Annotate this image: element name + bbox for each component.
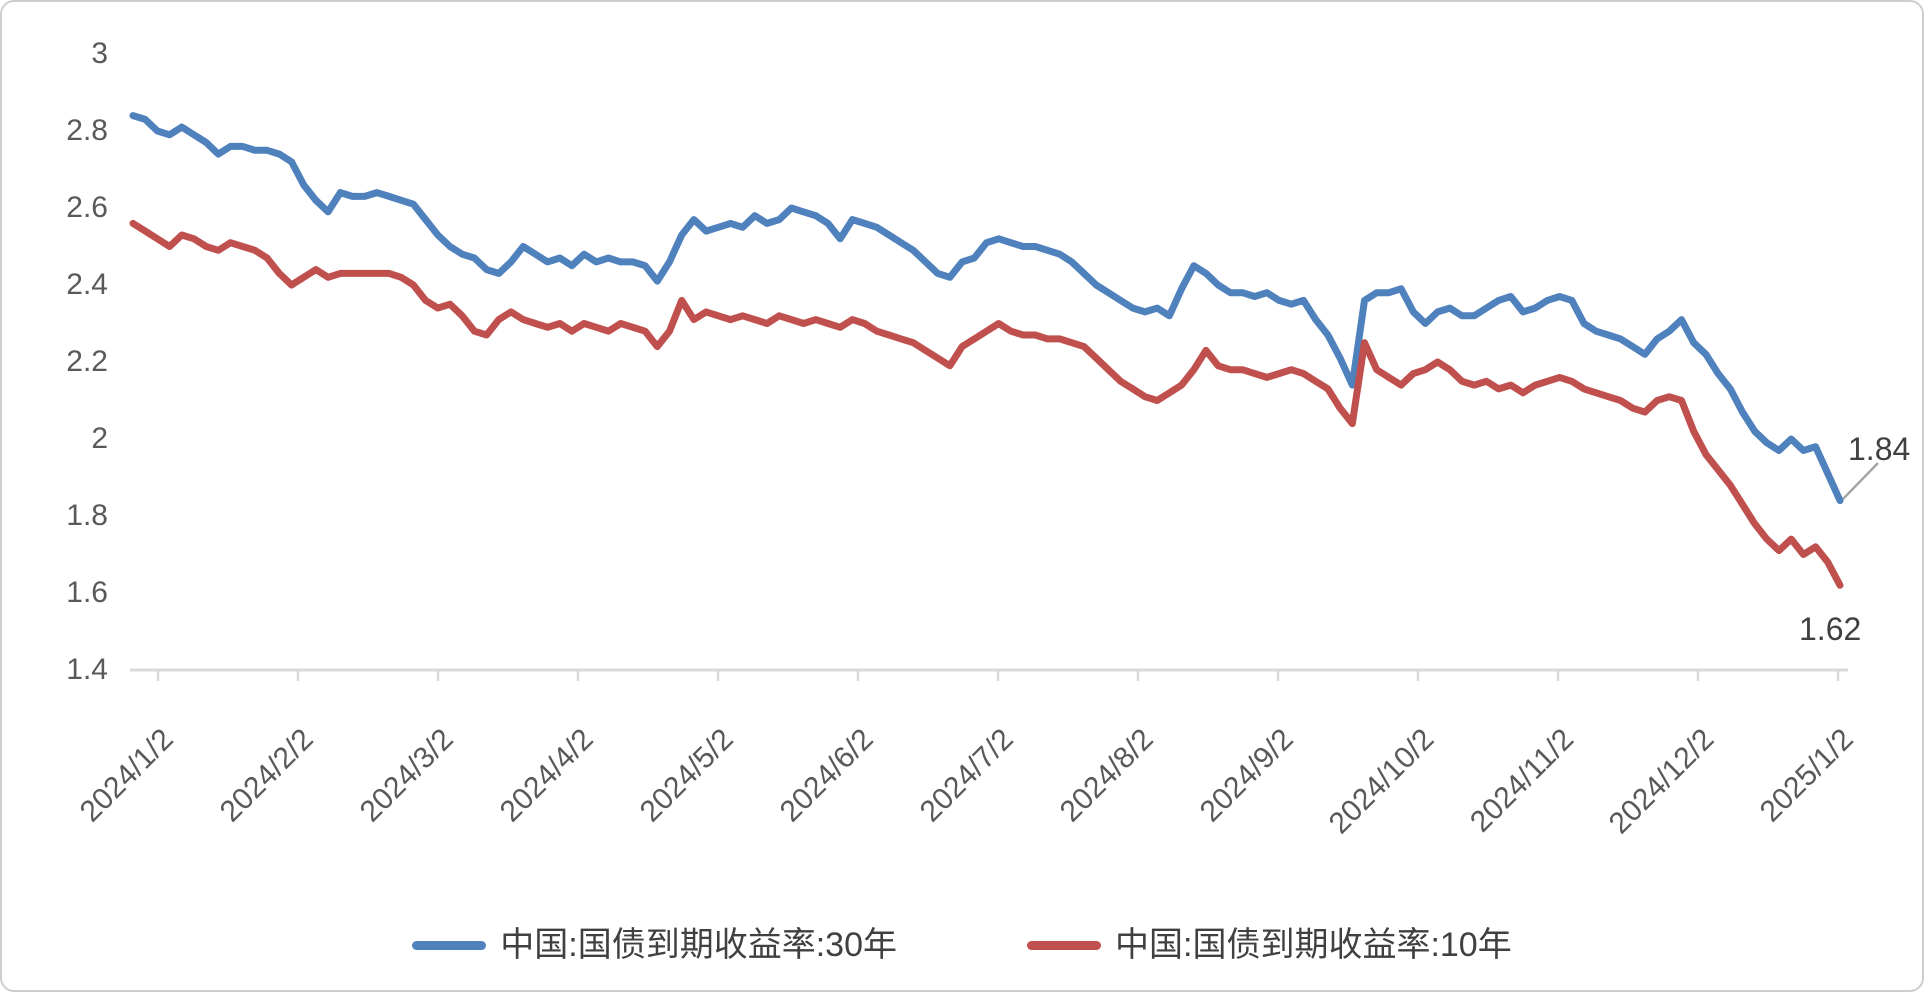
x-axis-tick-marks bbox=[156, 670, 1840, 681]
y-axis-label: 1.6 bbox=[66, 576, 108, 609]
y-axis-label: 2 bbox=[91, 422, 108, 455]
leader-line-30y bbox=[1842, 462, 1879, 500]
legend-swatch-10y bbox=[1027, 940, 1101, 950]
y-axis-label: 2.8 bbox=[66, 114, 108, 147]
series-line-30y bbox=[129, 112, 1844, 505]
legend-item-30y: 中国:国债到期收益率:30年 bbox=[412, 925, 897, 965]
y-axis-label: 3 bbox=[91, 37, 108, 70]
y-axis-label: 1.8 bbox=[66, 499, 108, 532]
legend: 中国:国债到期收益率:30年 中国:国债到期收益率:10年 bbox=[2, 922, 1922, 968]
data-label-10y: 1.62 bbox=[1799, 611, 1862, 648]
legend-label-10y: 中国:国债到期收益率:10年 bbox=[1115, 926, 1512, 964]
legend-label-30y: 中国:国债到期收益率:30年 bbox=[500, 926, 897, 964]
y-axis-label: 2.6 bbox=[66, 191, 108, 224]
legend-item-10y: 中国:国债到期收益率:10年 bbox=[1027, 925, 1512, 965]
y-axis-label: 1.4 bbox=[66, 653, 108, 686]
series-lines bbox=[129, 112, 1844, 589]
data-label-30y: 1.84 bbox=[1848, 430, 1911, 467]
y-axis-label: 2.4 bbox=[66, 268, 108, 301]
legend-swatch-30y bbox=[412, 940, 487, 950]
y-axis-label: 2.2 bbox=[66, 345, 108, 378]
series-line-10y bbox=[129, 219, 1844, 589]
